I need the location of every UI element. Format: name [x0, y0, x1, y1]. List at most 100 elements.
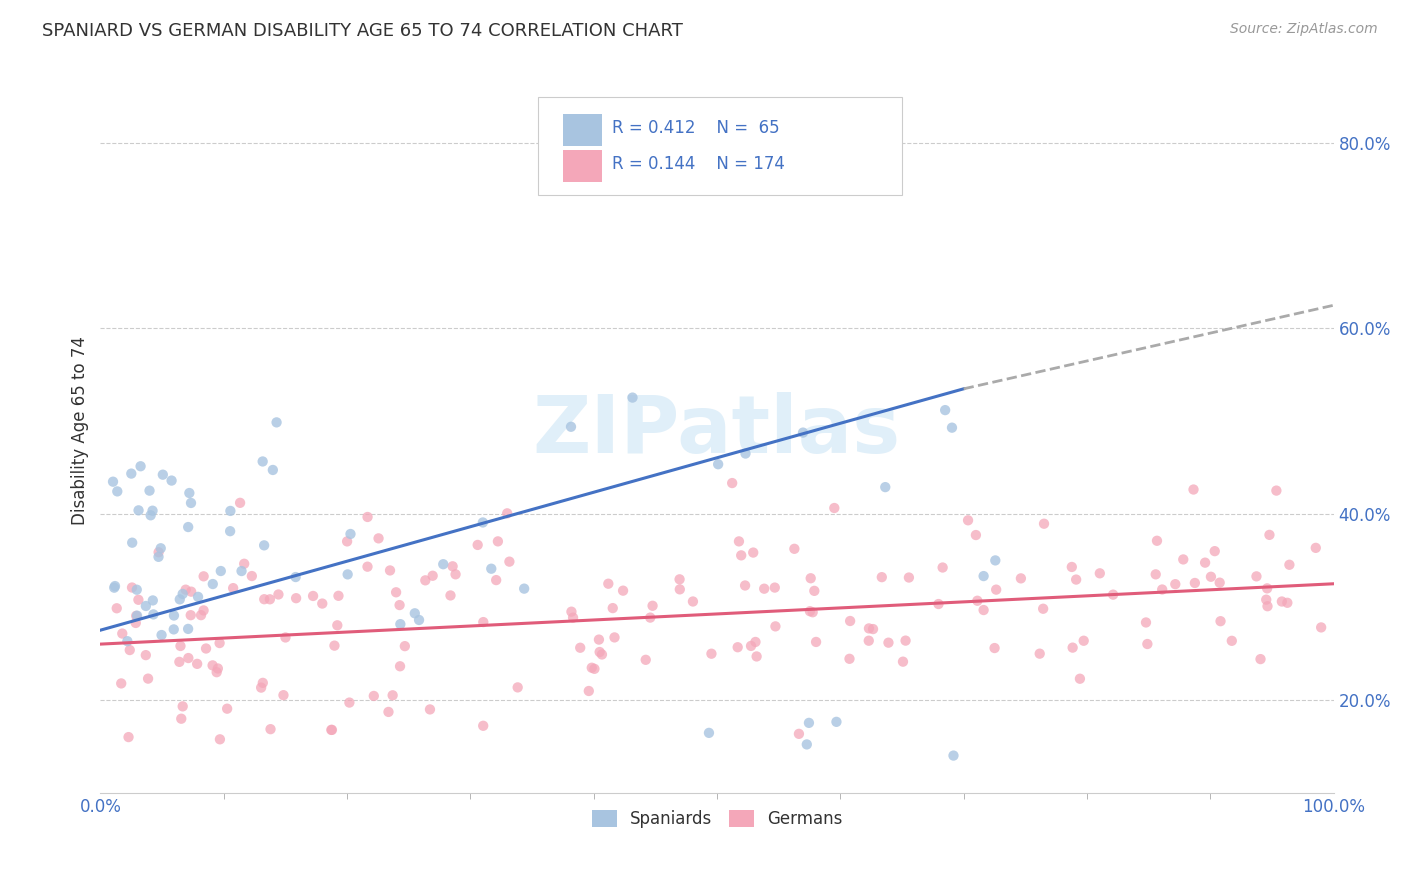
Point — [700, 647, 723, 661]
Point — [1310, 620, 1333, 634]
Point — [422, 568, 444, 582]
Point — [894, 633, 917, 648]
Point — [1102, 588, 1125, 602]
Point — [172, 587, 194, 601]
Point — [377, 705, 399, 719]
Point — [578, 684, 600, 698]
Point — [697, 726, 720, 740]
Point — [984, 553, 1007, 567]
Point — [180, 584, 202, 599]
Point — [796, 738, 818, 752]
Point — [498, 555, 520, 569]
Point — [149, 541, 172, 556]
Point — [927, 597, 949, 611]
Point — [588, 645, 610, 659]
Point — [125, 615, 148, 630]
Point — [727, 640, 749, 655]
FancyBboxPatch shape — [562, 151, 602, 182]
Point — [1199, 570, 1222, 584]
Point — [385, 585, 408, 599]
Point — [583, 662, 606, 676]
Point — [560, 419, 582, 434]
Point — [356, 510, 378, 524]
Point — [195, 641, 218, 656]
Point — [150, 628, 173, 642]
Point — [201, 577, 224, 591]
Point — [117, 634, 139, 648]
Point — [965, 528, 987, 542]
Point — [1246, 569, 1268, 583]
Point — [496, 506, 519, 520]
Point — [486, 534, 509, 549]
Point — [858, 633, 880, 648]
Point — [432, 558, 454, 572]
Point — [302, 589, 325, 603]
Point — [328, 589, 350, 603]
Point — [1060, 560, 1083, 574]
Point — [105, 601, 128, 615]
Point — [513, 582, 536, 596]
Point — [1152, 582, 1174, 597]
Point — [231, 564, 253, 578]
Text: ZIPatlas: ZIPatlas — [533, 392, 901, 469]
Text: R = 0.144    N = 174: R = 0.144 N = 174 — [612, 155, 785, 173]
Point — [467, 538, 489, 552]
Point — [250, 681, 273, 695]
Point — [125, 608, 148, 623]
Point — [363, 689, 385, 703]
Point — [111, 626, 134, 640]
Point — [321, 723, 343, 737]
Point — [787, 727, 810, 741]
Point — [728, 534, 751, 549]
Point — [138, 483, 160, 498]
Point — [581, 661, 603, 675]
Point — [177, 651, 200, 665]
Point — [591, 648, 613, 662]
Point — [754, 582, 776, 596]
Point — [634, 653, 657, 667]
Point — [439, 589, 461, 603]
Point — [205, 665, 228, 680]
Point — [229, 496, 252, 510]
Point — [973, 569, 995, 583]
Point — [408, 613, 430, 627]
Point — [1256, 592, 1278, 607]
Point — [823, 501, 845, 516]
Point — [337, 696, 360, 710]
Point — [1064, 573, 1087, 587]
Point — [135, 599, 157, 613]
Point — [135, 648, 157, 662]
Point — [125, 608, 148, 623]
Point — [682, 594, 704, 608]
Point — [562, 610, 585, 624]
Point — [838, 652, 860, 666]
Point — [621, 391, 644, 405]
Point — [169, 639, 191, 653]
Point — [110, 676, 132, 690]
Text: Source: ZipAtlas.com: Source: ZipAtlas.com — [1230, 22, 1378, 37]
Point — [1256, 582, 1278, 596]
Point — [187, 590, 209, 604]
Point — [1204, 544, 1226, 558]
Point — [160, 474, 183, 488]
Point — [177, 622, 200, 636]
Point — [1088, 566, 1111, 581]
Point — [193, 603, 215, 617]
Text: SPANIARD VS GERMAN DISABILITY AGE 65 TO 74 CORRELATION CHART: SPANIARD VS GERMAN DISABILITY AGE 65 TO … — [42, 22, 683, 40]
Point — [172, 699, 194, 714]
Point — [598, 576, 620, 591]
FancyBboxPatch shape — [562, 114, 602, 146]
Point — [148, 545, 170, 559]
Point — [668, 582, 690, 597]
Point — [973, 603, 995, 617]
Point — [101, 475, 124, 489]
Point — [602, 601, 624, 615]
Point — [588, 632, 610, 647]
Point — [118, 643, 141, 657]
Point — [966, 593, 988, 607]
Point — [378, 564, 401, 578]
Point — [744, 635, 766, 649]
Point — [128, 503, 150, 517]
Point — [745, 649, 768, 664]
Point — [339, 527, 361, 541]
